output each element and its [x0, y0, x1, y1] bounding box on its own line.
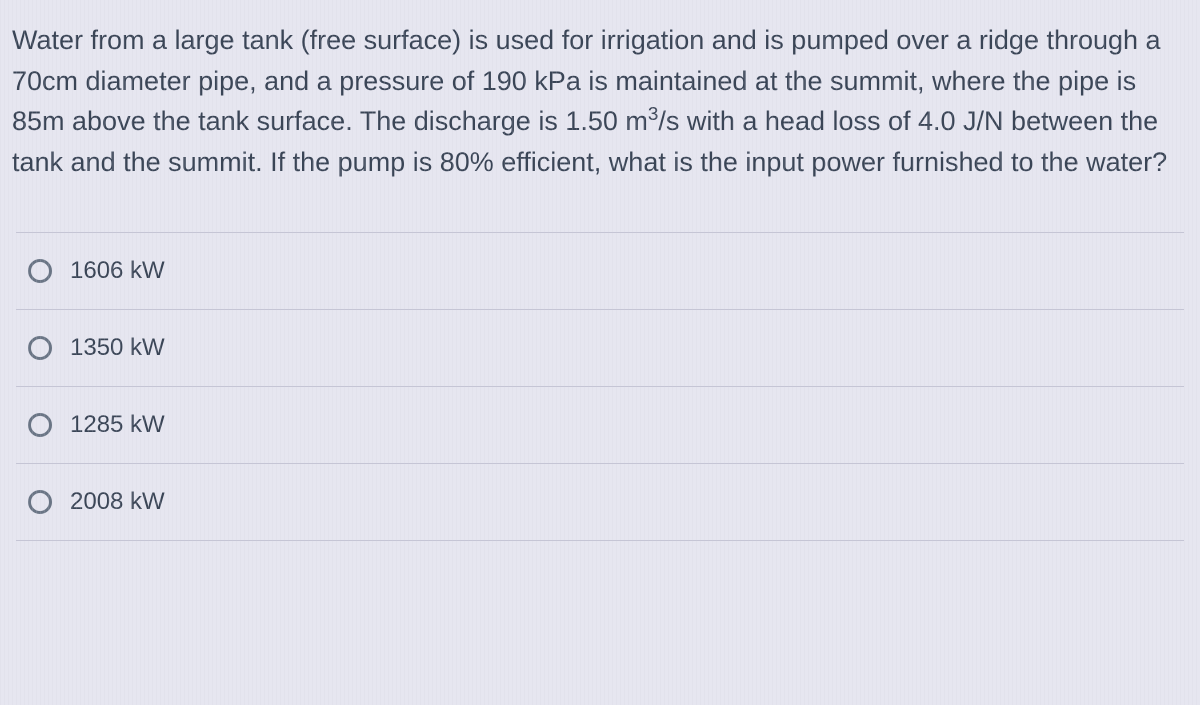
radio-icon[interactable]: [28, 490, 52, 514]
radio-icon[interactable]: [28, 336, 52, 360]
radio-icon[interactable]: [28, 259, 52, 283]
radio-icon[interactable]: [28, 413, 52, 437]
question-text: Water from a large tank (free surface) i…: [12, 20, 1188, 182]
option-label: 1350 kW: [70, 334, 165, 362]
option-label: 1606 kW: [70, 257, 165, 285]
options-container: 1606 kW 1350 kW 1285 kW 2008 kW: [12, 232, 1188, 541]
option-label: 2008 kW: [70, 488, 165, 516]
option-row-1[interactable]: 1606 kW: [16, 232, 1184, 309]
option-row-3[interactable]: 1285 kW: [16, 386, 1184, 463]
option-label: 1285 kW: [70, 411, 165, 439]
question-superscript: 3: [648, 104, 659, 125]
option-row-2[interactable]: 1350 kW: [16, 309, 1184, 386]
option-row-4[interactable]: 2008 kW: [16, 463, 1184, 541]
